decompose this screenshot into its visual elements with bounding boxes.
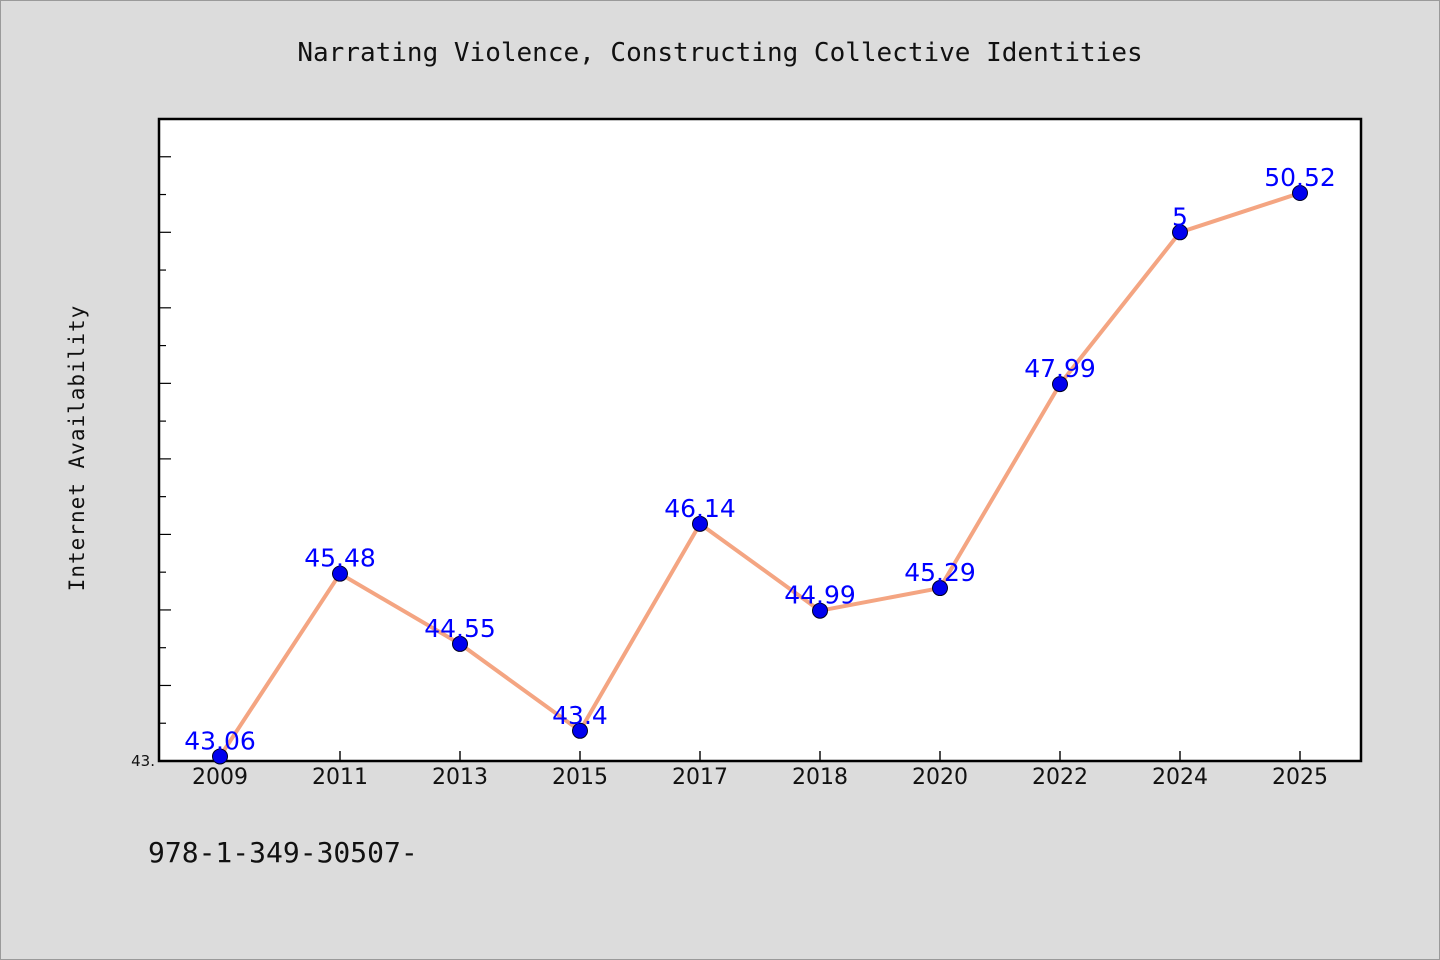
data-label: 45.29 (904, 558, 976, 587)
data-point (692, 515, 708, 532)
data-label: 44.55 (424, 614, 496, 643)
data-point (1052, 376, 1068, 393)
data-point (332, 565, 348, 582)
x-tick-label: 2011 (312, 765, 368, 790)
x-tick-label: 2015 (552, 765, 608, 790)
data-point (932, 580, 948, 597)
x-tick-label: 2025 (1272, 765, 1328, 790)
x-tick-label: 2013 (432, 765, 488, 790)
series-line (218, 191, 1302, 759)
data-label: 50.52 (1264, 163, 1336, 192)
data-label: 46.14 (664, 494, 736, 523)
y-tick-label: 43. (131, 752, 155, 770)
x-tick-label: 2024 (1152, 765, 1208, 790)
x-axis: 2009 2011 2013 2015 2017 2018 2020 2022 2024 2025 (192, 751, 1328, 790)
footer-isbn-text: 978-1-349-30507- (148, 836, 418, 869)
series-markers (212, 185, 1308, 765)
data-label: 45.48 (304, 544, 376, 573)
x-tick-label: 2017 (672, 765, 728, 790)
data-label: 43.4 (552, 701, 608, 730)
data-labels: 43.06 45.48 44.55 43.4 46.14 44.99 45.29 47.99 5… (184, 163, 1336, 755)
x-tick-label: 2018 (792, 765, 848, 790)
data-label: 44.99 (784, 581, 856, 610)
x-tick-label: 2020 (912, 765, 968, 790)
data-point (1172, 224, 1188, 241)
x-tick-label: 2009 (192, 765, 248, 790)
data-label: 43.06 (184, 726, 256, 755)
data-point (1292, 185, 1308, 202)
chart-title: Narrating Violence, Constructing Collect… (297, 38, 1142, 68)
data-point (812, 602, 828, 619)
data-point (212, 748, 228, 765)
data-point (572, 722, 588, 739)
y-axis-minor-ticks (159, 118, 171, 762)
data-point (452, 635, 468, 652)
data-label: 5 (1172, 202, 1188, 231)
y-axis-label: Internet Availability (65, 305, 89, 592)
x-tick-label: 2022 (1032, 765, 1088, 790)
data-label: 47.99 (1024, 354, 1096, 383)
plot-area (157, 117, 1363, 763)
